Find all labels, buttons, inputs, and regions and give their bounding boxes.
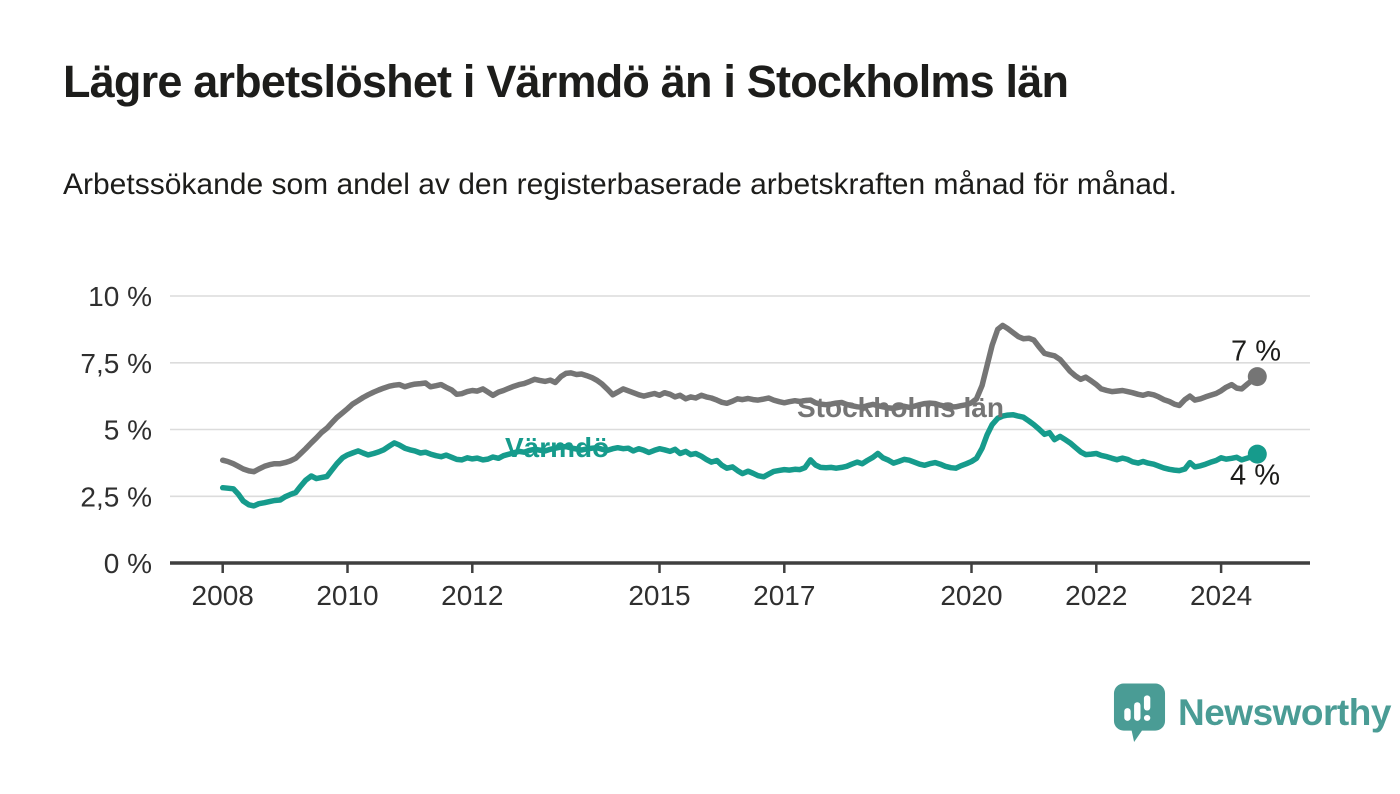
series-label-stockholms-lan: Stockholms län — [797, 392, 1004, 423]
x-tick-label: 2010 — [316, 580, 378, 611]
chart-subtitle: Arbetssökande som andel av den registerb… — [63, 168, 1177, 201]
x-tick-label: 2024 — [1190, 580, 1252, 611]
page-title: Lägre arbetslöshet i Värmdö än i Stockho… — [63, 56, 1069, 107]
newsworthy-logo-text: Newsworthy — [1178, 692, 1391, 733]
series-line-varmdo — [219, 412, 1261, 509]
y-tick-label: 10 % — [88, 281, 152, 312]
series-line-stockholms-lan — [219, 322, 1261, 475]
x-tick-label: 2017 — [753, 580, 815, 611]
newsworthy-logo-mark-icon — [1113, 683, 1166, 742]
y-tick-label: 5 % — [104, 415, 152, 446]
newsworthy-logo: Newsworthy — [1112, 682, 1391, 744]
x-tick-label: 2015 — [628, 580, 690, 611]
x-tick-label: 2008 — [192, 580, 254, 611]
series-end-dot-varmdo — [1247, 444, 1267, 464]
x-tick-label: 2020 — [940, 580, 1002, 611]
y-tick-label: 7,5 % — [80, 348, 152, 379]
y-tick-label: 0 % — [104, 548, 152, 579]
x-tick-label: 2012 — [441, 580, 503, 611]
y-tick-label: 2,5 % — [80, 481, 152, 512]
series-label-varmdo: Värmdö — [505, 432, 610, 463]
end-value-label-stockholms-lan: 7 % — [1231, 335, 1281, 368]
series-end-dot-stockholms-lan — [1247, 367, 1267, 387]
end-value-label-varmdo: 4 % — [1230, 459, 1280, 492]
x-tick-label: 2022 — [1065, 580, 1127, 611]
